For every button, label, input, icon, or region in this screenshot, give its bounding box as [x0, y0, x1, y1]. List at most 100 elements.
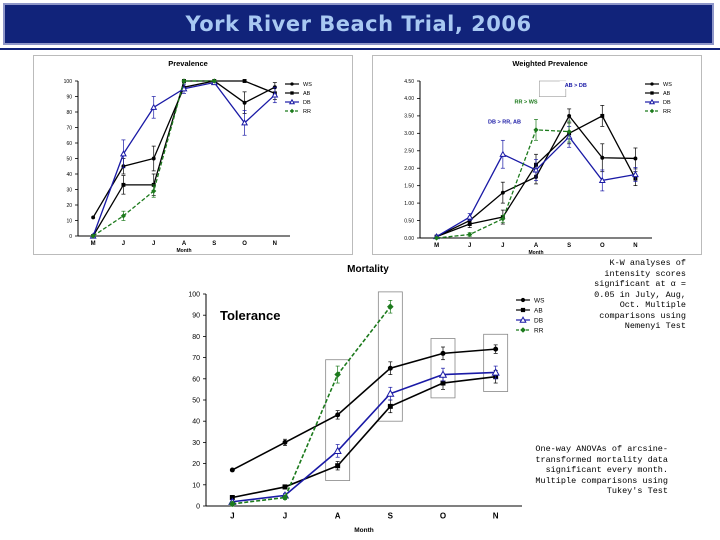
- series-line: [232, 375, 496, 499]
- x-tick-label: S: [567, 243, 571, 249]
- x-tick-label: J: [152, 241, 155, 247]
- data-point: [91, 215, 96, 220]
- x-tick-label: A: [182, 241, 187, 247]
- weighted-prevalence-chart: Weighted Prevalence 0.00 0.50 1.00 1.50 2.00 2…: [372, 55, 702, 255]
- series-line: [232, 371, 496, 503]
- y-tick-label: 70: [192, 355, 200, 362]
- x-axis-label: Month: [177, 248, 192, 254]
- y-tick-label: 20: [192, 461, 200, 468]
- data-point: [567, 113, 572, 118]
- x-tick-label: J: [501, 243, 504, 249]
- data-point: [500, 190, 505, 195]
- data-point: [633, 156, 638, 161]
- y-tick-label: 0.00: [404, 236, 414, 242]
- y-tick-label: 0: [69, 234, 72, 240]
- data-point: [242, 100, 247, 105]
- x-tick-label: M: [434, 243, 439, 249]
- data-point: [440, 350, 446, 356]
- tolerance-label: Tolerance: [220, 308, 280, 323]
- data-point: [119, 150, 127, 157]
- series-line: [232, 306, 391, 505]
- series-ab: [229, 369, 499, 500]
- significance-box: [377, 291, 403, 422]
- y-tick-label: 70: [66, 125, 72, 131]
- legend-label: AB: [663, 91, 671, 97]
- legend-label: DB: [534, 317, 543, 324]
- x-tick-label: M: [91, 241, 96, 247]
- legend-label: RR: [534, 327, 544, 334]
- y-tick-label: 60: [66, 141, 72, 147]
- legend-label: DB: [663, 100, 671, 106]
- x-tick-label: S: [212, 241, 216, 247]
- legend-label: RR: [303, 109, 311, 115]
- annotation-label: RR > WS: [515, 100, 538, 106]
- x-tick-label: S: [388, 512, 394, 521]
- data-point: [151, 188, 157, 194]
- legend-label: WS: [663, 82, 672, 88]
- series-line: [231, 348, 496, 471]
- y-tick-label: 30: [192, 440, 200, 447]
- significance-box: [430, 338, 456, 399]
- kw-analysis-note: K-W analyses of intensity scores signifi…: [594, 258, 686, 331]
- chart-title: Prevalence: [168, 59, 208, 68]
- x-axis-label: Month: [354, 527, 374, 534]
- y-tick-label: 1.00: [404, 201, 414, 207]
- data-point: [387, 365, 393, 371]
- data-point: [271, 91, 279, 98]
- mortality-chart: Mortality 0 10 20 30 40 50 60 70 80 90 100 J J A S O N Mon…: [188, 264, 545, 534]
- slide-title: York River Beach Trial, 2006: [3, 3, 714, 45]
- data-point: [598, 176, 606, 184]
- legend-marker: [290, 91, 294, 95]
- data-point: [334, 371, 341, 378]
- data-point: [600, 113, 605, 118]
- legend-label: AB: [534, 307, 543, 314]
- legend-marker: [650, 82, 654, 86]
- y-tick-label: 90: [192, 313, 200, 320]
- series-ws: [229, 344, 499, 473]
- significance-box: [325, 359, 351, 481]
- legend-label: RR: [663, 109, 671, 115]
- y-tick-label: 50: [66, 156, 72, 162]
- data-point: [282, 439, 288, 445]
- y-tick-label: 30: [66, 187, 72, 193]
- data-point: [440, 380, 446, 386]
- data-point: [387, 303, 394, 311]
- x-tick-label: N: [633, 243, 637, 249]
- x-tick-label: J: [468, 243, 471, 249]
- y-tick-label: 80: [66, 110, 72, 116]
- data-point: [631, 170, 639, 178]
- y-tick-label: 60: [192, 376, 200, 383]
- data-point: [438, 370, 448, 378]
- data-point: [229, 467, 235, 473]
- y-tick-label: 2.50: [404, 149, 414, 155]
- x-tick-label: O: [600, 243, 605, 249]
- data-point: [335, 463, 341, 469]
- chart-frame: [33, 55, 353, 255]
- y-tick-label: 10: [192, 482, 200, 489]
- significance-box: [483, 333, 509, 392]
- legend-marker: [649, 108, 655, 114]
- legend-marker: [520, 297, 526, 303]
- data-point: [121, 182, 126, 187]
- data-point: [333, 446, 342, 455]
- x-tick-label: J: [283, 512, 287, 521]
- data-point: [600, 155, 605, 160]
- y-tick-label: 40: [66, 172, 72, 178]
- x-tick-label: O: [440, 512, 446, 521]
- data-point: [532, 166, 540, 173]
- legend-marker: [650, 91, 654, 95]
- data-point: [90, 233, 96, 239]
- data-point: [466, 213, 474, 220]
- y-tick-label: 1.50: [404, 183, 414, 189]
- y-tick-label: 3.00: [404, 131, 414, 137]
- y-tick-label: 100: [188, 291, 200, 298]
- y-tick-label: 4.50: [404, 79, 414, 85]
- data-point: [241, 119, 249, 126]
- data-point: [151, 156, 156, 161]
- data-point: [242, 79, 247, 83]
- legend-label: WS: [534, 297, 545, 304]
- data-point: [150, 103, 158, 110]
- data-point: [335, 412, 341, 418]
- legend-label: WS: [303, 82, 312, 88]
- y-tick-label: 90: [66, 94, 72, 100]
